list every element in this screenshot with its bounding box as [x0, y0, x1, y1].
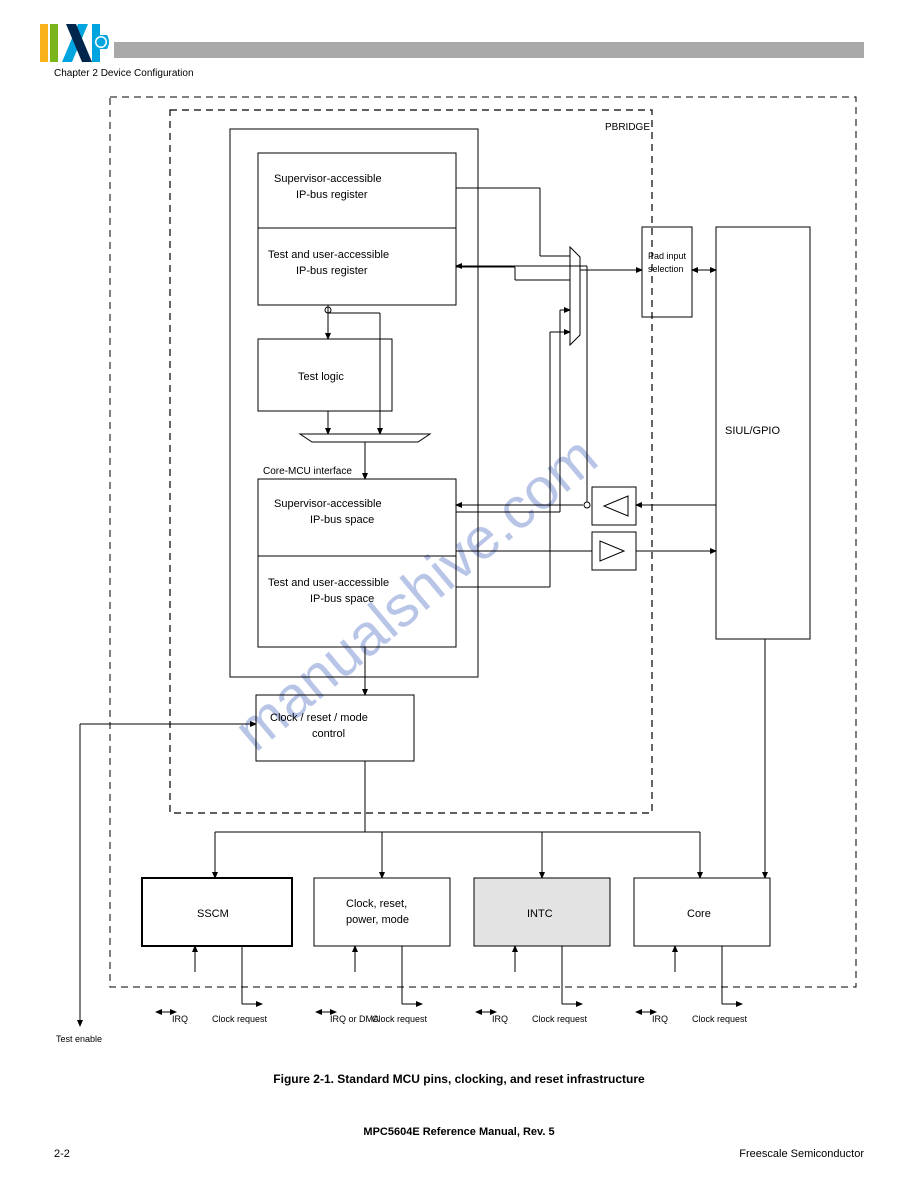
siul-text: SIUL/GPIO: [725, 425, 780, 437]
ip-reg-l4: IP-bus register: [296, 265, 368, 277]
clock-reset-power-box: [314, 878, 450, 946]
core-clk: Clock request: [692, 1014, 748, 1024]
buf-out: [592, 532, 636, 570]
core-text: Core: [687, 908, 711, 920]
intc-text: INTC: [527, 908, 553, 920]
crp-l2: power, mode: [346, 914, 409, 926]
test-logic-text: Test logic: [298, 371, 344, 383]
buf-in: [592, 487, 636, 525]
test-enable-label: Test enable: [56, 1034, 102, 1044]
mux: [570, 247, 580, 345]
core-mcu-label: Core-MCU interface: [263, 466, 352, 477]
crp-clk: Clock request: [372, 1014, 428, 1024]
footer-title: MPC5604E Reference Manual, Rev. 5: [0, 1126, 918, 1138]
crp-l1: Clock, reset,: [346, 898, 407, 910]
core-l1: Supervisor-accessible: [274, 498, 382, 510]
intc-clk: Clock request: [532, 1014, 588, 1024]
core-l2: IP-bus space: [310, 514, 374, 526]
footer-left: 2-2: [54, 1148, 70, 1160]
logo: [40, 20, 110, 71]
clock-l2: control: [312, 728, 345, 740]
ip-reg-l1: Supervisor-accessible: [274, 173, 382, 185]
figure-caption: Figure 2-1. Standard MCU pins, clocking,…: [0, 1072, 918, 1086]
ip-reg-l3: Test and user-accessible: [268, 249, 389, 261]
footer-right: Freescale Semiconductor: [739, 1148, 864, 1160]
pbridge-dashed: [170, 110, 652, 813]
section-title: Chapter 2 Device Configuration: [54, 68, 194, 79]
pad-l2: selection: [648, 264, 684, 274]
sscm-irq: IRQ: [172, 1014, 188, 1024]
ip-reg-l2: IP-bus register: [296, 189, 368, 201]
sscm-text: SSCM: [197, 908, 229, 920]
core-l4: IP-bus space: [310, 593, 374, 605]
sscm-clk: Clock request: [212, 1014, 268, 1024]
outer-dashed: [110, 97, 856, 987]
core-irq: IRQ: [652, 1014, 668, 1024]
pbridge-label: PBRIDGE: [605, 122, 650, 133]
clock-l1: Clock / reset / mode: [270, 712, 368, 724]
core-l3: Test and user-accessible: [268, 577, 389, 589]
pad-l1: Pad input: [648, 251, 687, 261]
header-bar: [114, 42, 864, 58]
block-diagram: PBRIDGE Supervisor-accessible IP-bus reg…: [0, 92, 918, 1052]
intc-irq: IRQ: [492, 1014, 508, 1024]
